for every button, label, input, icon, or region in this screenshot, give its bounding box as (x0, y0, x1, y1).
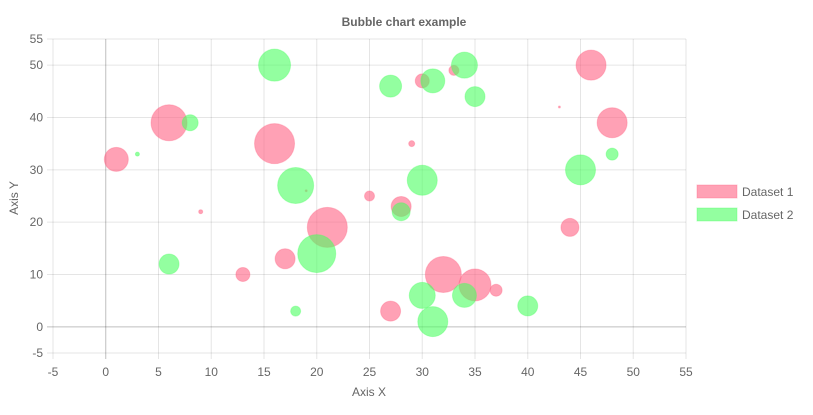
bubble[interactable] (134, 151, 140, 157)
chart-bubbles (103, 48, 628, 338)
y-tick-label: 0 (36, 320, 43, 334)
legend-swatch[interactable] (696, 207, 738, 222)
bubble[interactable] (277, 167, 315, 205)
series-2 (134, 48, 619, 338)
y-tick-label: 40 (30, 111, 44, 125)
x-tick-label: -5 (48, 365, 59, 379)
legend-label[interactable]: Dataset 2 (742, 208, 794, 222)
bubble[interactable] (103, 146, 129, 172)
x-tick-label: 45 (574, 365, 588, 379)
y-tick-label: 55 (30, 32, 44, 46)
y-tick-label: -5 (32, 346, 43, 360)
bubble[interactable] (158, 253, 180, 275)
y-axis-ticks: -5 0 10 20 30 40 50 55 (30, 32, 44, 360)
x-tick-label: 25 (363, 365, 377, 379)
x-tick-label: 5 (155, 365, 162, 379)
bubble[interactable] (406, 164, 438, 196)
y-tick-label: 10 (30, 268, 44, 282)
bubble[interactable] (417, 306, 449, 338)
bubble[interactable] (290, 305, 302, 317)
bubble[interactable] (450, 51, 478, 79)
bubble[interactable] (408, 140, 416, 148)
bubble[interactable] (254, 123, 296, 165)
x-tick-label: 15 (257, 365, 271, 379)
x-tick-label: 20 (310, 365, 324, 379)
bubble[interactable] (489, 283, 503, 297)
x-tick-label: 40 (521, 365, 535, 379)
bubble[interactable] (517, 295, 539, 317)
bubble[interactable] (575, 49, 607, 81)
bubble[interactable] (565, 154, 596, 186)
bubble[interactable] (364, 190, 375, 202)
series-1 (103, 49, 628, 322)
bubble[interactable] (297, 234, 337, 274)
bubble[interactable] (274, 248, 296, 270)
bubble[interactable] (464, 86, 486, 108)
x-tick-label: 35 (468, 365, 482, 379)
bubble[interactable] (451, 282, 477, 308)
bubble[interactable] (380, 300, 402, 322)
bubble[interactable] (557, 105, 561, 109)
x-tick-label: 30 (416, 365, 430, 379)
bubble[interactable] (596, 107, 628, 139)
legend-label[interactable]: Dataset 1 (742, 185, 794, 199)
bubble[interactable] (379, 74, 403, 98)
legend-swatch[interactable] (696, 184, 738, 199)
chart-legend: Dataset 1 Dataset 2 (696, 184, 794, 222)
y-tick-label: 30 (30, 163, 44, 177)
bubble[interactable] (235, 267, 251, 282)
bubble[interactable] (408, 281, 436, 309)
x-tick-label: 10 (205, 365, 219, 379)
bubble[interactable] (605, 147, 619, 161)
bubble[interactable] (560, 217, 580, 237)
y-tick-label: 20 (30, 215, 44, 229)
bubble[interactable] (420, 68, 446, 94)
y-tick-label: 50 (30, 58, 44, 72)
x-tick-label: 50 (627, 365, 641, 379)
bubble[interactable] (258, 48, 292, 82)
bubble[interactable] (391, 202, 411, 222)
x-axis-ticks: -5 0 5 10 15 20 25 30 35 40 45 50 55 (48, 365, 693, 379)
chart-title: Bubble chart example (342, 15, 467, 29)
x-tick-label: 0 (102, 365, 109, 379)
bubble[interactable] (424, 256, 462, 293)
bubble[interactable] (181, 114, 199, 132)
y-axis-label: Axis Y (7, 181, 21, 215)
x-axis-label: Axis X (352, 385, 386, 399)
x-tick-label: 55 (679, 365, 693, 379)
bubble[interactable] (198, 209, 204, 215)
